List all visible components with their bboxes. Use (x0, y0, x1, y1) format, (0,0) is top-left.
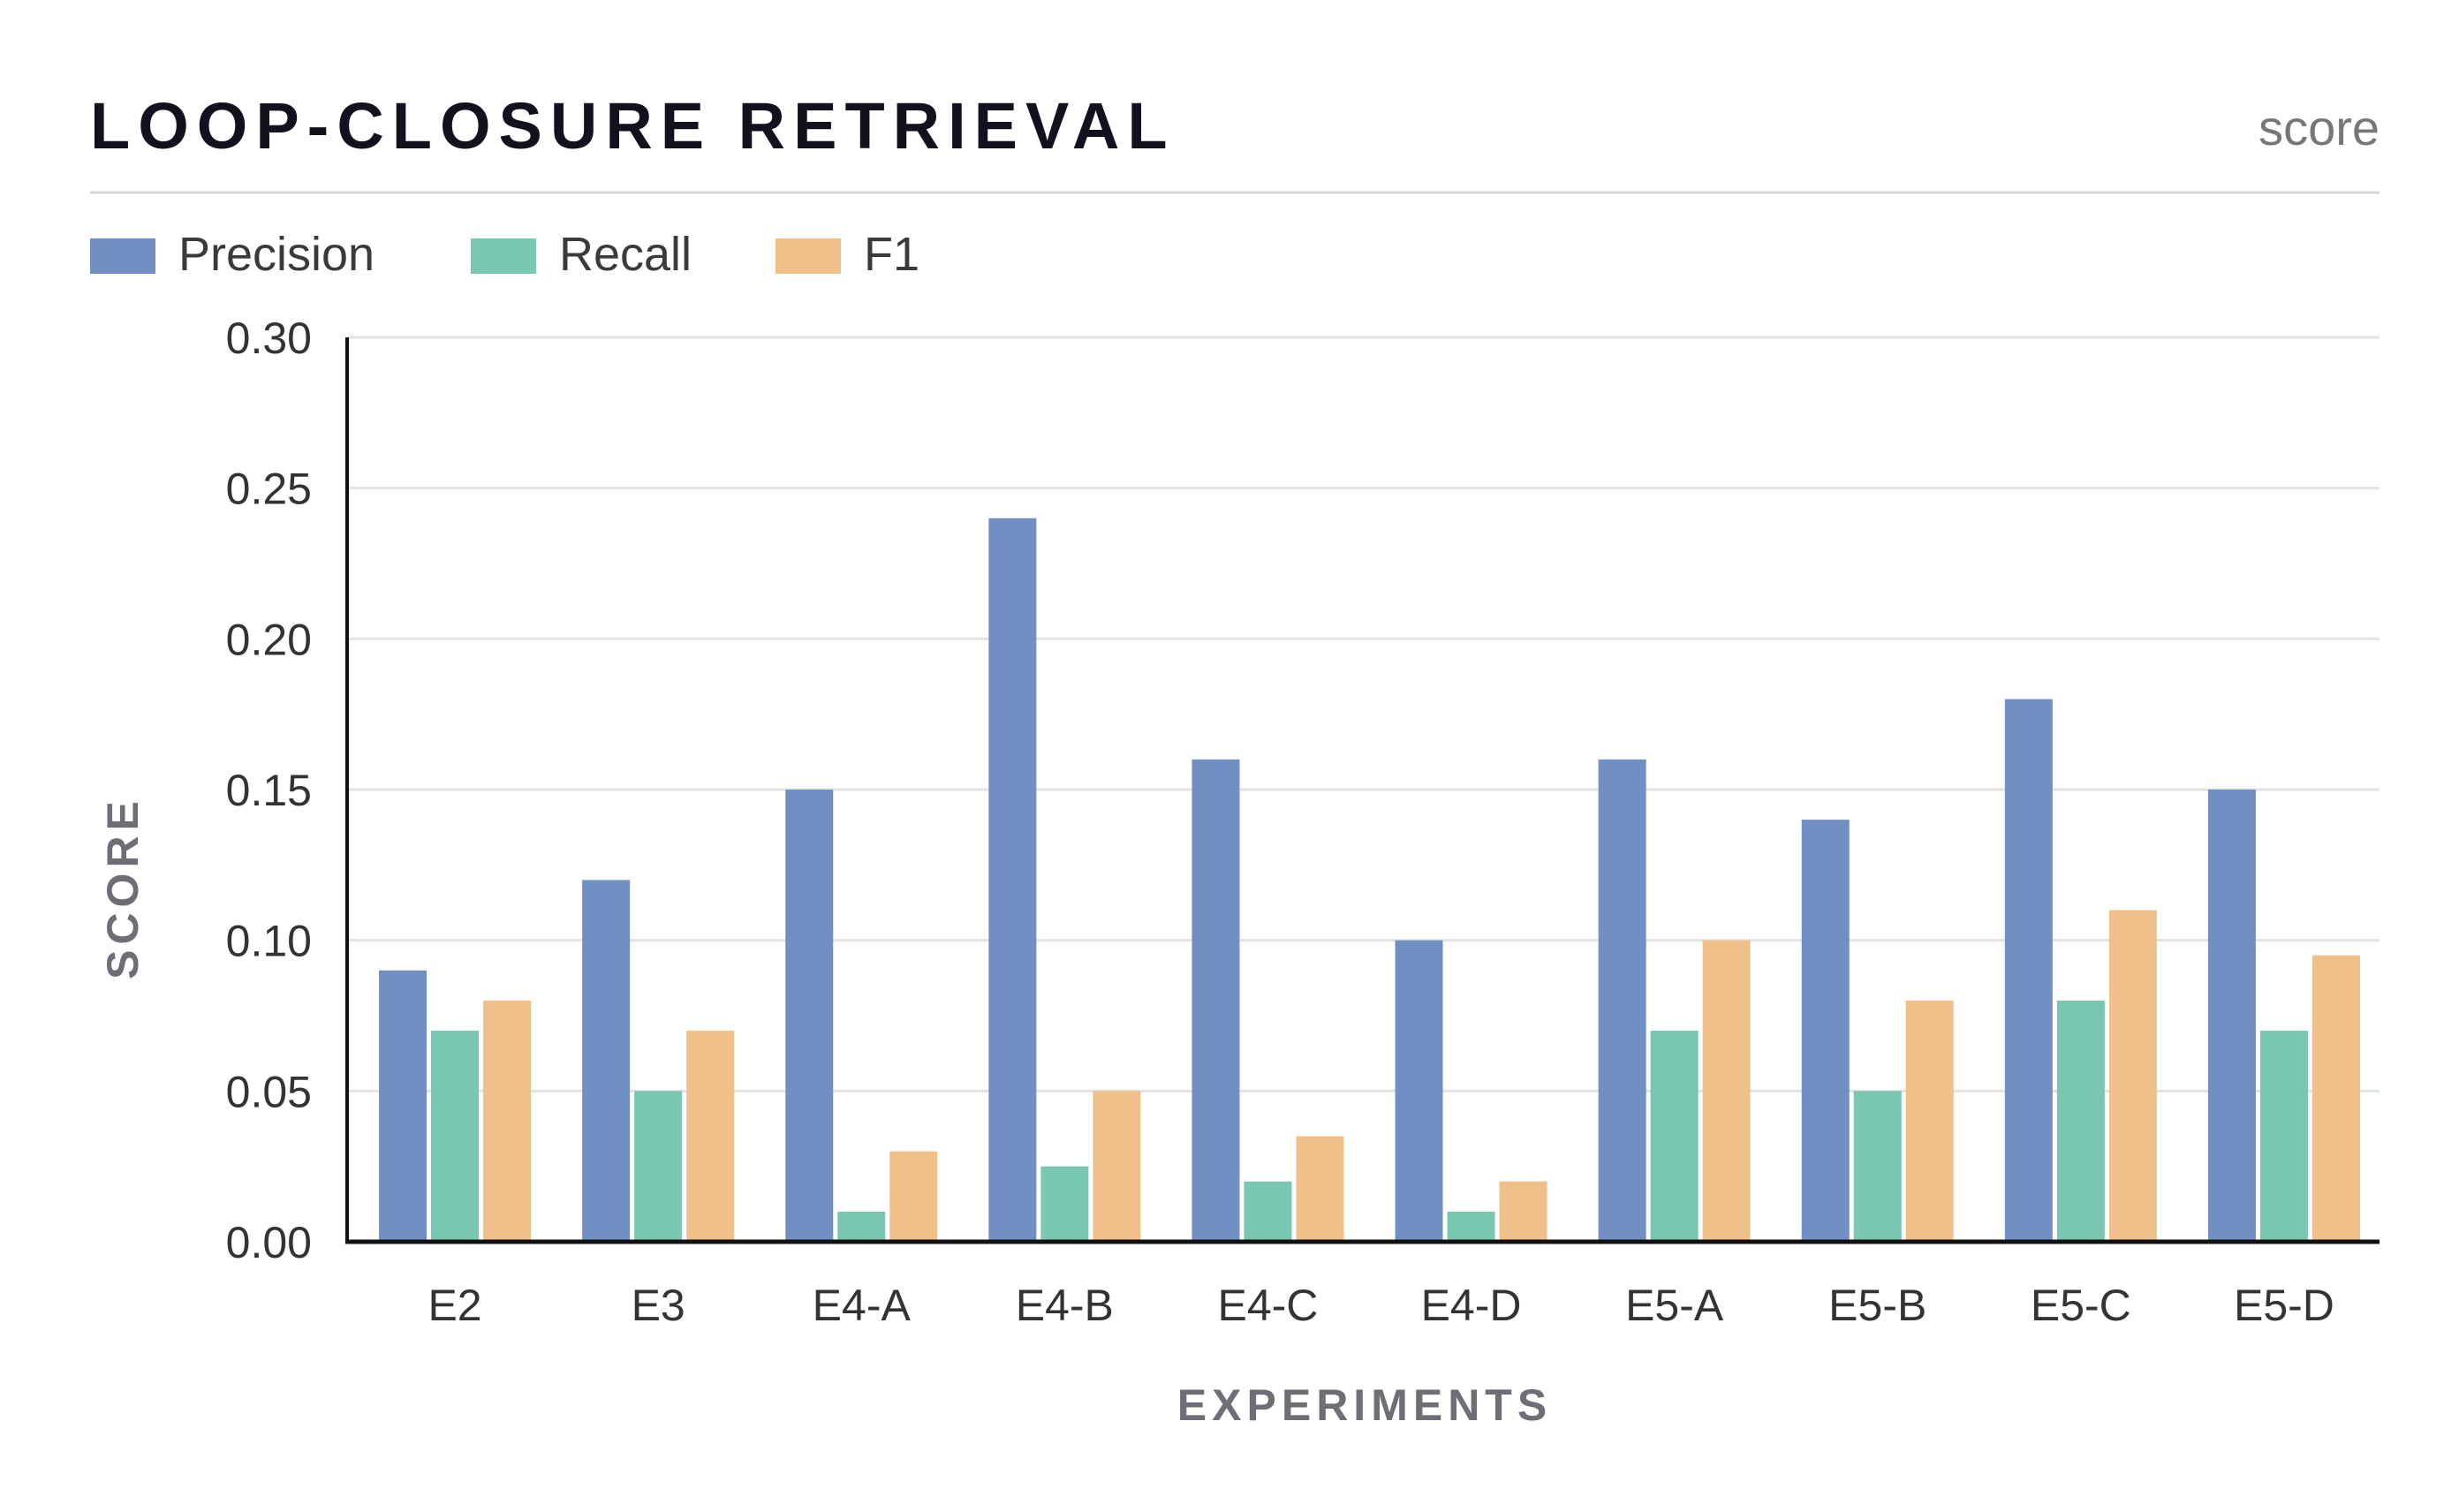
bar-f1-e4-a (889, 1151, 938, 1242)
bar-recall-e4-d (1447, 1211, 1495, 1242)
y-tick-label: 0.15 (226, 766, 312, 815)
x-tick-label: E4-B (1016, 1281, 1114, 1330)
legend-swatch-f1 (776, 238, 841, 274)
x-tick-label: E5-D (2234, 1281, 2334, 1330)
x-tick-label: E5-C (2031, 1281, 2131, 1330)
y-tick-label: 0.00 (226, 1218, 312, 1267)
y-tick-label: 0.10 (226, 917, 312, 966)
y-tick-labels: 0.00 0.05 0.10 0.15 0.20 0.25 0.30 (226, 314, 312, 1267)
legend-label-f1: F1 (864, 228, 919, 281)
bar-precision-e3 (582, 880, 631, 1242)
x-tick-label: E4-C (1217, 1281, 1318, 1330)
y-tick-label: 0.30 (226, 314, 312, 363)
legend-label-recall: Recall (559, 228, 692, 281)
bar-precision-e5-c (2004, 699, 2053, 1242)
bar-f1-e3 (686, 1031, 735, 1242)
bar-precision-e4-a (785, 790, 834, 1242)
legend: Precision Recall F1 (90, 228, 919, 281)
y-tick-label: 0.25 (226, 465, 312, 514)
legend-label-precision: Precision (178, 228, 375, 281)
x-tick-label: E5-A (1625, 1281, 1724, 1330)
x-tick-label: E4-A (813, 1281, 912, 1330)
axes (345, 337, 2380, 1244)
x-axis-label: EXPERIMENTS (1177, 1380, 1552, 1430)
bar-precision-e4-b (988, 518, 1037, 1242)
x-tick-label: E5-B (1828, 1281, 1926, 1330)
bar-f1-e2 (483, 1000, 532, 1242)
bar-precision-e2 (379, 970, 427, 1242)
bar-recall-e5-d (2259, 1031, 2308, 1242)
y-tick-label: 0.20 (226, 615, 312, 664)
bar-f1-e5-d (2311, 955, 2360, 1242)
bar-f1-e5-a (1702, 940, 1751, 1242)
bar-precision-e4-c (1192, 759, 1240, 1242)
y-axis-label: SCORE (98, 796, 148, 979)
chart-title: LOOP-CLOSURE RETRIEVAL (90, 89, 1176, 163)
bar-recall-e5-a (1650, 1031, 1699, 1242)
y-tick-label: 0.05 (226, 1067, 312, 1116)
bar-f1-e5-c (2108, 910, 2157, 1242)
gridlines (347, 336, 2380, 1092)
chart-subtitle: score (2258, 100, 2380, 155)
bar-precision-e5-d (2207, 790, 2256, 1242)
x-tick-label: E3 (632, 1281, 685, 1330)
legend-swatch-precision (90, 238, 155, 274)
legend-swatch-recall (471, 238, 536, 274)
bar-recall-e4-b (1040, 1166, 1089, 1242)
bar-precision-e5-b (1801, 820, 1850, 1242)
x-tick-label: E4-D (1421, 1281, 1522, 1330)
bar-f1-e4-b (1093, 1091, 1141, 1242)
bar-recall-e3 (634, 1091, 683, 1242)
bar-recall-e4-a (837, 1211, 886, 1242)
x-tick-labels: E2 E3 E4-A E4-B E4-C E4-D E5-A E5-B E5-C E5-D (427, 1281, 2334, 1330)
x-tick-label: E2 (427, 1281, 481, 1330)
bar-f1-e4-c (1296, 1136, 1344, 1242)
bar-recall-e5-c (2056, 1000, 2105, 1242)
bar-recall-e4-c (1244, 1181, 1292, 1242)
bar-precision-e5-a (1598, 759, 1646, 1242)
bar-recall-e2 (431, 1031, 480, 1242)
bar-f1-e5-b (1905, 1000, 1954, 1242)
bars (379, 518, 2360, 1242)
bar-f1-e4-d (1499, 1181, 1547, 1242)
bar-precision-e4-d (1395, 940, 1443, 1242)
bar-recall-e5-b (1853, 1091, 1902, 1242)
